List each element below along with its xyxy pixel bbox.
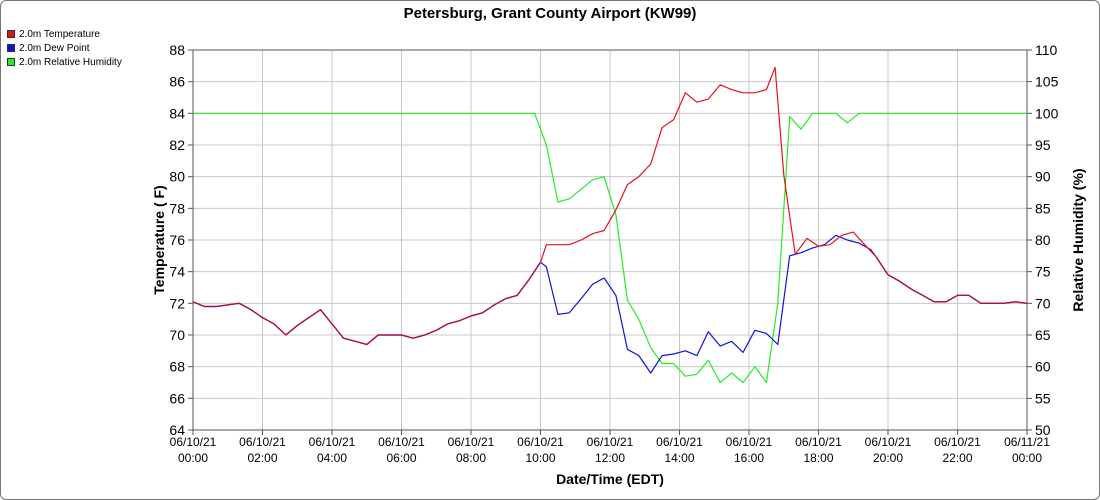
series-lines bbox=[192, 66, 1028, 384]
x-tick-label-time: 16:00 bbox=[734, 451, 764, 465]
x-tick-label-date: 06/10/21 bbox=[587, 435, 634, 449]
x-tick-label-time: 22:00 bbox=[942, 451, 972, 465]
legend-label-relative-humidity: 2.0m Relative Humidity bbox=[19, 56, 122, 68]
y-tick-label-left: 82 bbox=[169, 137, 185, 153]
y-tick-label-right: 60 bbox=[1035, 359, 1051, 375]
y-tick-label-right: 65 bbox=[1035, 327, 1051, 343]
legend-label-temperature: 2.0m Temperature bbox=[19, 28, 100, 40]
legend-item-dew-point: 2.0m Dew Point bbox=[7, 41, 122, 55]
y-tick-label-right: 70 bbox=[1035, 295, 1051, 311]
y-tick-label-right: 110 bbox=[1035, 42, 1058, 58]
legend-swatch-temperature bbox=[7, 30, 15, 38]
series-line-overlap bbox=[192, 261, 542, 346]
x-tick-label-time: 00:00 bbox=[1012, 451, 1042, 465]
legend-item-relative-humidity: 2.0m Relative Humidity bbox=[7, 55, 122, 69]
y-tick-label-left: 86 bbox=[169, 74, 185, 90]
y-tick-label-right: 80 bbox=[1035, 232, 1051, 248]
y-tick-label-right: 100 bbox=[1035, 105, 1059, 121]
legend-item-temperature: 2.0m Temperature bbox=[7, 27, 122, 41]
x-tick-label-date: 06/10/21 bbox=[865, 435, 912, 449]
x-tick-label-time: 06:00 bbox=[386, 451, 416, 465]
x-tick-label-date: 06/10/21 bbox=[934, 435, 981, 449]
x-tick-label-date: 06/10/21 bbox=[517, 435, 564, 449]
y-tick-label-left: 88 bbox=[169, 42, 185, 58]
x-tick-label-date: 06/10/21 bbox=[656, 435, 703, 449]
y-axis-label-right: Relative Humidity (%) bbox=[1070, 168, 1086, 311]
x-axis-label: Date/Time (EDT) bbox=[556, 471, 664, 487]
x-tick-label-time: 00:00 bbox=[178, 451, 208, 465]
x-tick-label-date: 06/10/21 bbox=[239, 435, 286, 449]
y-tick-label-right: 95 bbox=[1035, 137, 1051, 153]
x-tick-label-time: 08:00 bbox=[456, 451, 486, 465]
x-tick-label-date: 06/10/21 bbox=[795, 435, 842, 449]
x-tick-label-time: 02:00 bbox=[247, 451, 277, 465]
x-tick-label-date: 06/10/21 bbox=[726, 435, 773, 449]
y-tick-label-left: 74 bbox=[169, 264, 185, 280]
y-tick-label-left: 80 bbox=[169, 169, 185, 185]
x-tick-label-date: 06/10/21 bbox=[309, 435, 356, 449]
y-tick-label-left: 76 bbox=[169, 232, 185, 248]
x-tick-label-time: 14:00 bbox=[664, 451, 694, 465]
x-tick-label-date: 06/10/21 bbox=[170, 435, 217, 449]
chart-title: Petersburg, Grant County Airport (KW99) bbox=[403, 5, 697, 22]
legend-swatch-dew-point bbox=[7, 44, 15, 52]
axes: 06/10/21 00:00 06/10/21 02:00 06/10/21 04:00 0… bbox=[169, 42, 1058, 465]
x-tick-label-time: 04:00 bbox=[317, 451, 347, 465]
x-tick-label-time: 20:00 bbox=[873, 451, 903, 465]
y-axis-label-left: Temperature ( F) bbox=[151, 185, 167, 294]
y-tick-label-left: 64 bbox=[169, 422, 185, 438]
y-tick-label-right: 75 bbox=[1035, 264, 1051, 280]
y-tick-label-right: 55 bbox=[1035, 390, 1051, 406]
y-tick-label-right: 105 bbox=[1035, 74, 1059, 90]
x-tick-label-time: 10:00 bbox=[525, 451, 555, 465]
series-line-relative-humidity bbox=[193, 112, 1027, 384]
y-tick-label-left: 68 bbox=[169, 359, 185, 375]
series-line-overlap bbox=[875, 257, 1028, 304]
x-tick-label-time: 18:00 bbox=[803, 451, 833, 465]
y-tick-label-left: 72 bbox=[169, 295, 185, 311]
chart-legend: 2.0m Temperature 2.0m Dew Point 2.0m Rel… bbox=[7, 27, 122, 69]
grid-lines bbox=[192, 49, 1028, 431]
y-tick-label-right: 90 bbox=[1035, 169, 1051, 185]
y-tick-label-right: 50 bbox=[1035, 422, 1051, 438]
y-tick-label-left: 84 bbox=[169, 105, 185, 121]
legend-swatch-relative-humidity bbox=[7, 58, 15, 66]
x-tick-label-date: 06/11/21 bbox=[1004, 435, 1050, 449]
y-tick-label-left: 66 bbox=[169, 390, 185, 406]
x-tick-label-date: 06/10/21 bbox=[378, 435, 425, 449]
x-tick-label-time: 12:00 bbox=[595, 451, 625, 465]
y-tick-label-right: 85 bbox=[1035, 200, 1051, 216]
y-tick-label-left: 70 bbox=[169, 327, 185, 343]
x-tick-label-date: 06/10/21 bbox=[448, 435, 495, 449]
y-tick-label-left: 78 bbox=[169, 200, 185, 216]
legend-label-dew-point: 2.0m Dew Point bbox=[19, 42, 90, 54]
